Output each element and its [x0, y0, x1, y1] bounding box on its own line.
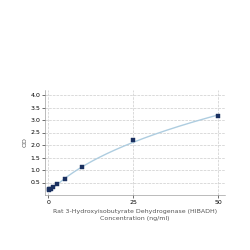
X-axis label: Rat 3-Hydroxyisobutyrate Dehydrogenase (HIBADH)
Concentration (ng/ml): Rat 3-Hydroxyisobutyrate Dehydrogenase (… — [53, 209, 217, 221]
Y-axis label: OD: OD — [22, 138, 28, 147]
